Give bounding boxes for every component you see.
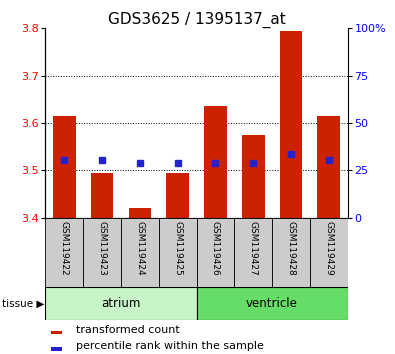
Bar — [91, 173, 113, 218]
Bar — [121, 218, 159, 287]
Bar — [53, 116, 76, 218]
Bar — [318, 116, 340, 218]
Bar — [45, 287, 197, 320]
Bar — [272, 218, 310, 287]
Bar — [242, 135, 265, 218]
Bar — [197, 287, 348, 320]
Text: GSM119429: GSM119429 — [324, 221, 333, 276]
Bar — [204, 107, 227, 218]
Bar — [83, 218, 121, 287]
Bar — [51, 331, 62, 335]
Text: GSM119427: GSM119427 — [249, 221, 258, 276]
Bar — [310, 218, 348, 287]
Text: ventricle: ventricle — [246, 297, 298, 310]
Text: GSM119423: GSM119423 — [98, 221, 107, 276]
Bar — [128, 208, 151, 218]
Bar — [159, 218, 197, 287]
Bar — [234, 218, 272, 287]
Bar — [45, 218, 83, 287]
Bar — [51, 347, 62, 350]
Title: GDS3625 / 1395137_at: GDS3625 / 1395137_at — [108, 12, 286, 28]
Bar — [280, 31, 302, 218]
Text: GSM119424: GSM119424 — [135, 221, 144, 276]
Text: GSM119422: GSM119422 — [60, 221, 69, 276]
Text: tissue ▶: tissue ▶ — [2, 299, 44, 309]
Bar — [197, 218, 234, 287]
Text: GSM119425: GSM119425 — [173, 221, 182, 276]
Text: percentile rank within the sample: percentile rank within the sample — [76, 341, 263, 351]
Bar — [166, 173, 189, 218]
Text: atrium: atrium — [101, 297, 141, 310]
Text: GSM119426: GSM119426 — [211, 221, 220, 276]
Text: transformed count: transformed count — [76, 325, 179, 335]
Text: GSM119428: GSM119428 — [286, 221, 295, 276]
